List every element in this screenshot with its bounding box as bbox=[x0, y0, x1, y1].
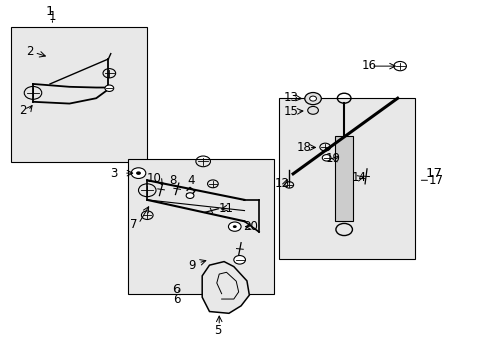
FancyBboxPatch shape bbox=[278, 98, 414, 259]
Text: 1: 1 bbox=[46, 5, 54, 18]
Text: 12: 12 bbox=[274, 177, 289, 190]
Circle shape bbox=[228, 222, 241, 231]
FancyBboxPatch shape bbox=[127, 159, 273, 294]
Text: 1: 1 bbox=[49, 10, 56, 23]
Text: 2: 2 bbox=[26, 45, 33, 58]
Text: 9: 9 bbox=[188, 258, 196, 272]
Text: 19: 19 bbox=[325, 152, 340, 165]
Text: 6: 6 bbox=[172, 283, 180, 296]
Text: 14: 14 bbox=[350, 171, 366, 184]
Text: 13: 13 bbox=[283, 91, 298, 104]
Circle shape bbox=[186, 193, 194, 198]
Circle shape bbox=[307, 107, 318, 114]
Text: 15: 15 bbox=[283, 105, 298, 118]
Circle shape bbox=[232, 225, 236, 228]
Polygon shape bbox=[202, 262, 249, 313]
Text: 10: 10 bbox=[147, 172, 162, 185]
Text: 18: 18 bbox=[296, 141, 311, 154]
Circle shape bbox=[304, 93, 321, 105]
Text: 8: 8 bbox=[168, 175, 176, 188]
Circle shape bbox=[309, 96, 316, 101]
Bar bbox=[334, 136, 353, 221]
Text: 5: 5 bbox=[214, 324, 221, 337]
Circle shape bbox=[131, 168, 145, 179]
Text: 6: 6 bbox=[172, 293, 180, 306]
Circle shape bbox=[233, 256, 245, 264]
Text: 17: 17 bbox=[428, 174, 443, 187]
Text: 17: 17 bbox=[425, 167, 442, 180]
Text: 20: 20 bbox=[243, 220, 258, 233]
FancyBboxPatch shape bbox=[11, 27, 147, 162]
Circle shape bbox=[136, 171, 141, 175]
Text: 2: 2 bbox=[20, 104, 27, 117]
Text: 7: 7 bbox=[130, 219, 137, 231]
Text: 3: 3 bbox=[110, 167, 118, 180]
Text: 4: 4 bbox=[187, 174, 194, 187]
Circle shape bbox=[105, 85, 114, 91]
Text: 11: 11 bbox=[218, 202, 233, 215]
Text: 16: 16 bbox=[361, 59, 376, 72]
Circle shape bbox=[322, 154, 330, 161]
